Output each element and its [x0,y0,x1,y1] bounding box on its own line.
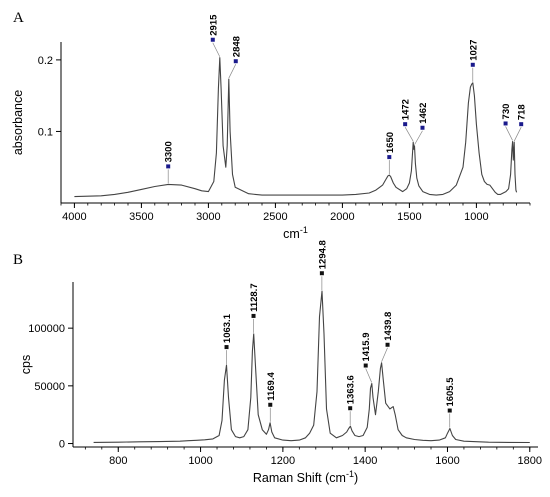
panel-a-peak-leader [228,64,237,79]
panel-b-y-tick-label: 100000 [28,323,65,335]
panel-a-peak-leader [505,126,513,141]
panel-a-peak-label: 1650 [385,132,396,153]
panel-a-spectrum-line [74,57,518,198]
panel-a-peak-label: 730 [501,104,512,120]
panel-a-peak-leader [404,127,414,142]
panel-a-peak-marker [470,62,475,67]
panel-b-x-axis-title: Raman Shift (cm-1) [253,469,358,485]
panel-a-y-tick-label: 0.1 [38,126,53,138]
panel-a-peak-label: 1462 [418,103,429,124]
panel-b-peak-marker [251,313,256,318]
panel-b-x-tick-label: 800 [109,455,127,467]
panel-b-peak-marker [447,408,452,413]
panel-b-letter: B [13,252,23,268]
panel-a-letter: A [13,10,24,26]
panel-b-y-axis-title: cps [19,355,33,374]
panel-a-x-axis-title: cm-1 [283,225,308,241]
panel-b-peak-leader [381,347,388,362]
panel-a-peak-label: 1472 [401,99,412,120]
panel-a-peak-marker [387,155,392,160]
panel-b-peak-marker [348,406,353,411]
panel-b-peak-label: 1605.5 [445,377,456,407]
panel-b-chart: 800 1000 1200 1400 1600 1800 0 50000 100000 Raman… [19,240,542,485]
panel-b-peak-label: 1063.1 [222,313,233,343]
panel-b-peak-leader [365,368,373,383]
panel-a-x-tick-label: 2000 [330,211,354,223]
panel-a-x-tick-label: 2500 [263,211,287,223]
panel-b-spectrum-line [93,290,530,444]
panel-b-peak-label: 1415.9 [361,332,372,361]
panel-a-peak-marker [403,122,408,127]
panel-a-y-axis-title: absorbance [11,90,25,155]
panel-b-x-tick-label: 1000 [188,455,212,467]
panel-a-peak-label: 1027 [468,40,479,61]
panel-b-peak-label: 1128.7 [249,283,260,312]
panel-a-x-tick-label: 4000 [62,211,86,223]
panel-a-peak-marker [503,121,508,126]
panel-b-peak-label: 1363.6 [346,375,357,404]
panel-b-y-tick-label: 0 [59,439,65,451]
panel-b-peak-marker [224,345,229,350]
panel-b-peak-marker [319,271,324,276]
panel-a-peak-leader [414,130,423,145]
panel-a-x-tick-label: 3000 [196,211,220,223]
panel-b-peak-label: 1294.8 [317,240,328,269]
panel-a-peak-marker [166,164,171,169]
panel-a-x-tick-label: 1500 [397,211,421,223]
panel-a-x-tick-label: 1000 [464,211,488,223]
panel-b-x-tick-label: 1800 [518,455,542,467]
panel-a-peak-marker [210,37,215,42]
panel-a-y-tick-label: 0.2 [38,55,53,67]
panel-a-peak-marker [233,59,238,64]
panel-a-peak-label: 2848 [231,36,242,57]
panel-b-x-tick-label: 1400 [353,455,377,467]
panel-b-x-tick-label: 1600 [435,455,459,467]
panel-b-peak-marker [385,342,390,347]
panel-a-peak-leader [513,127,522,142]
panel-b-x-tick-label: 1200 [271,455,295,467]
panel-a-peak-leader [212,42,221,57]
panel-a-peak-label: 2915 [208,14,219,36]
panel-b-peak-marker [363,363,368,368]
panel-a-x-tick-label: 3500 [129,211,153,223]
panel-a-peak-label: 718 [517,104,528,120]
panel-b-y-tick-label: 50000 [34,381,65,393]
panel-b-peak-label: 1169.4 [266,372,277,401]
panel-a-peak-marker [519,122,524,127]
panel-b-peak-label: 1439.8 [383,312,394,341]
panel-a-peak-marker [420,125,425,130]
panel-a-chart: 4000 3500 3000 2500 2000 1500 1000 0.1 0.2 cm-1 ab… [11,14,531,241]
panel-a-peak-label: 3300 [164,141,175,162]
panel-b-peak-marker [268,402,273,407]
